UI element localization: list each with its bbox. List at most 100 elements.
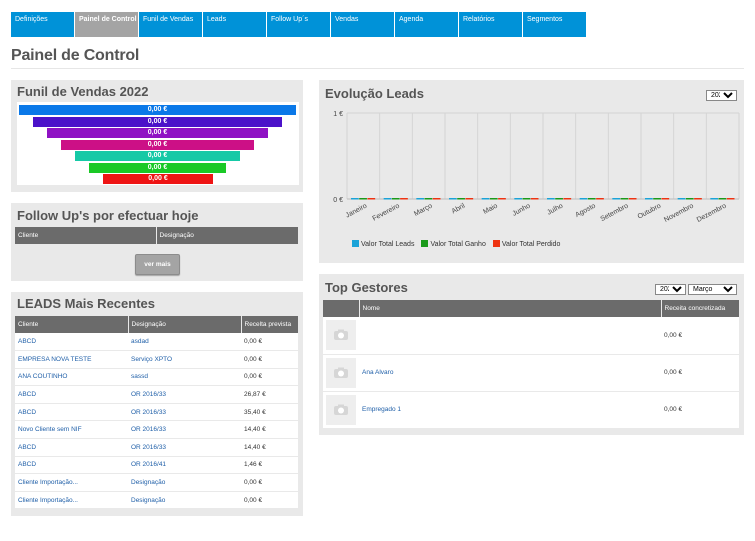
bar-valor-total-perdido	[726, 198, 735, 200]
bar-valor-total-leads	[677, 198, 686, 200]
lead-designacao[interactable]: asdad	[128, 333, 241, 352]
table-row[interactable]: ABCD asdad 0,00 €	[15, 333, 298, 352]
nav-vendas[interactable]: Vendas	[331, 12, 394, 37]
lead-designacao[interactable]: OR 2016/33	[128, 385, 241, 404]
evolucao-year-select[interactable]: 2022	[706, 90, 737, 101]
nav-funil-de-vendas[interactable]: Funil de Vendas	[139, 12, 202, 37]
col-cliente: Cliente	[15, 227, 157, 244]
bar-valor-total-leads	[645, 198, 653, 200]
bar-valor-total-ganho	[522, 198, 531, 200]
table-row[interactable]: 0,00 €	[323, 317, 739, 355]
lead-designacao[interactable]: Designação	[128, 491, 241, 510]
bar-valor-total-leads	[351, 198, 359, 200]
funnel-panel: Funil de Vendas 2022 0,00 € 0,00 € 0,00 …	[11, 80, 303, 192]
lead-receita: 0,00 €	[241, 368, 298, 387]
lead-cliente[interactable]: Novo Cliente sem NIF	[15, 420, 128, 440]
lead-receita: 35,40 €	[241, 403, 298, 422]
lead-cliente[interactable]: Cliente Importação...	[15, 491, 128, 510]
table-row[interactable]: ABCD OR 2016/33 14,40 €	[15, 438, 298, 457]
table-row[interactable]: ABCD OR 2016/33 26,87 €	[15, 385, 298, 404]
x-tick-label: Agosto	[574, 203, 597, 219]
x-tick-label: Novembro	[663, 203, 695, 224]
table-row[interactable]: ABCD OR 2016/33 35,40 €	[15, 403, 298, 422]
lead-receita: 14,40 €	[241, 438, 298, 457]
gestor-name[interactable]: Ana Alvaro	[359, 354, 661, 392]
lead-designacao[interactable]: OR 2016/33	[128, 420, 241, 440]
leads-panel: LEADS Mais Recentes Cliente Designação R…	[11, 292, 303, 516]
lead-cliente[interactable]: Cliente Importação...	[15, 473, 128, 492]
funnel-stage-4: 0,00 €	[61, 140, 254, 150]
nav-agenda[interactable]: Agenda	[395, 12, 458, 37]
funnel-stage-6-value: 0,00 €	[147, 164, 168, 171]
funnel-stage-6: 0,00 €	[89, 163, 226, 173]
nav-segmentos[interactable]: Segmentos	[523, 12, 586, 37]
bar-valor-total-perdido	[432, 198, 441, 200]
avatar	[326, 394, 356, 425]
lead-receita: 0,00 €	[241, 350, 298, 369]
gestor-name[interactable]	[359, 317, 661, 355]
bar-valor-total-perdido	[367, 198, 376, 200]
lead-designacao[interactable]: Designação	[128, 473, 241, 492]
gestores-year-select[interactable]: 2022	[655, 284, 686, 295]
lead-designacao[interactable]: OR 2016/41	[128, 456, 241, 475]
nav-definicoes[interactable]: Definições	[11, 12, 74, 37]
table-row[interactable]: EMPRESA NOVA TESTE Serviço XPTO 0,00 €	[15, 350, 298, 369]
funnel-stage-7: 0,00 €	[103, 174, 213, 184]
bar-valor-total-perdido	[400, 198, 408, 200]
bar-valor-total-leads	[547, 198, 555, 200]
funnel-stage-1-value: 0,00 €	[147, 106, 168, 113]
table-row[interactable]: ANA COUTINHO sassd 0,00 €	[15, 368, 298, 387]
bar-valor-total-perdido	[498, 198, 506, 200]
table-row[interactable]: Ana Alvaro 0,00 €	[323, 354, 739, 392]
x-tick-label: Abril	[451, 202, 467, 215]
lead-cliente[interactable]: ANA COUTINHO	[15, 368, 128, 387]
lead-receita: 1,46 €	[241, 456, 298, 475]
col-designacao: Designação	[128, 316, 242, 333]
funnel-title: Funil de Vendas 2022	[17, 84, 149, 99]
bar-valor-total-leads	[416, 198, 425, 200]
table-row[interactable]: Cliente Importação... Designação 0,00 €	[15, 473, 298, 492]
followups-table: Cliente Designação	[15, 227, 298, 244]
bar-valor-total-leads	[449, 198, 457, 200]
lead-cliente[interactable]: ABCD	[15, 385, 128, 404]
avatar-cell	[323, 391, 359, 429]
gestores-header-row: Nome Receita concretizada	[323, 300, 739, 317]
lead-designacao[interactable]: sassd	[128, 368, 241, 387]
funnel-stage-2: 0,00 €	[33, 117, 282, 127]
leads-title: LEADS Mais Recentes	[17, 296, 155, 311]
table-row[interactable]: Empregado 1 0,00 €	[323, 391, 739, 429]
nav-follow-ups[interactable]: Follow Up´s	[267, 12, 330, 37]
lead-cliente[interactable]: ABCD	[15, 333, 128, 352]
lead-cliente[interactable]: ABCD	[15, 438, 128, 457]
gestores-month-select[interactable]: Março	[688, 284, 737, 295]
nav-leads[interactable]: Leads	[203, 12, 266, 37]
bar-valor-total-leads	[514, 198, 523, 200]
lead-designacao[interactable]: OR 2016/33	[128, 438, 241, 457]
bar-valor-total-leads	[383, 198, 392, 200]
lead-designacao[interactable]: Serviço XPTO	[128, 350, 241, 369]
bar-valor-total-ganho	[359, 198, 367, 200]
col-receita-concretizada: Receita concretizada	[661, 300, 739, 317]
camera-icon	[334, 404, 348, 415]
col-avatar	[323, 300, 360, 317]
funnel-stage-5-value: 0,00 €	[147, 152, 168, 159]
lead-designacao[interactable]: OR 2016/33	[128, 403, 241, 422]
nav-painel-de-control[interactable]: Painel de Control	[75, 12, 138, 37]
bar-valor-total-ganho	[653, 198, 661, 200]
table-row[interactable]: Cliente Importação... Designação 0,00 €	[15, 491, 298, 510]
lead-cliente[interactable]: EMPRESA NOVA TESTE	[15, 350, 128, 369]
bar-valor-total-ganho	[489, 198, 498, 200]
lead-cliente[interactable]: ABCD	[15, 403, 128, 422]
table-row[interactable]: ABCD OR 2016/41 1,46 €	[15, 456, 298, 475]
x-tick-label: Julho	[546, 203, 564, 217]
gestor-receita: 0,00 €	[661, 354, 739, 392]
camera-icon	[334, 329, 348, 341]
bar-valor-total-leads	[612, 198, 621, 200]
table-row[interactable]: Novo Cliente sem NIF OR 2016/33 14,40 €	[15, 420, 298, 440]
ver-mais-button[interactable]: ver mais	[135, 254, 180, 275]
lead-cliente[interactable]: ABCD	[15, 456, 128, 475]
avatar-cell	[323, 354, 359, 392]
col-designacao: Designação	[156, 227, 298, 244]
nav-relatorios[interactable]: Relatórios	[459, 12, 522, 37]
gestor-name[interactable]: Empregado 1	[359, 391, 661, 429]
